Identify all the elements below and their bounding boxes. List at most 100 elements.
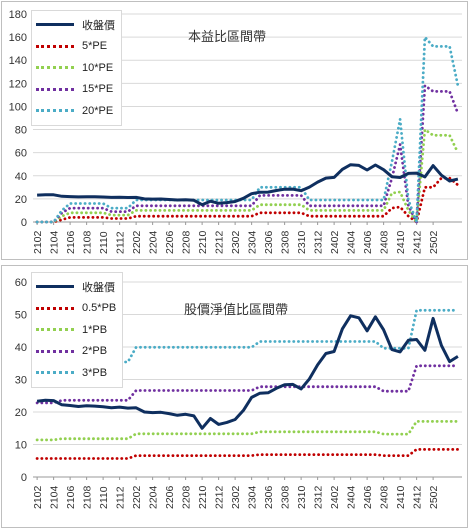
pe-x-tick-label: 2308 xyxy=(280,230,292,254)
pe-legend-swatch xyxy=(36,66,74,70)
pb-x-tick-label: 2108 xyxy=(82,485,94,509)
pe-legend-swatch xyxy=(36,44,74,48)
pe-chart-title: 本益比區間帶 xyxy=(188,29,267,44)
pb-x-tick-label: 2408 xyxy=(379,485,391,509)
pb-series-line-3 xyxy=(35,364,460,405)
pe-legend-entry: 15*PE xyxy=(36,79,115,101)
pb-y-tick-label: 50 xyxy=(15,310,27,322)
pe-legend-swatch xyxy=(36,109,74,113)
pe-legend-label: 10*PE xyxy=(82,61,114,74)
pe-x-tick-label: 2106 xyxy=(65,230,77,254)
pe-legend-label: 15*PE xyxy=(82,83,114,96)
pb-x-tick-label: 2202 xyxy=(131,485,143,509)
pb-legend-entry: 2*PB xyxy=(36,341,116,363)
pb-legend-swatch xyxy=(36,328,74,332)
pe-x-tick-label: 2312 xyxy=(313,230,325,254)
pb-x-tick-label: 2208 xyxy=(181,485,193,509)
pe-band-chart-panel: 0 20 40 60 80 100 120 140 160 180 2102 2104 2106 2108… xyxy=(1,1,468,260)
pe-x-tick-label: 2202 xyxy=(131,230,143,254)
pb-legend-swatch xyxy=(36,306,74,310)
pb-legend-swatch xyxy=(36,349,74,353)
pb-band-chart: 0 10 20 30 40 50 60 2102 2104 2106 2108 2110 2112 220… xyxy=(15,277,462,509)
pb-y-tick-label: 40 xyxy=(15,342,27,354)
pb-x-tick-label: 2204 xyxy=(148,485,160,509)
pb-x-tick-label: 2302 xyxy=(230,485,242,509)
pe-legend-entry: 5*PE xyxy=(36,36,115,58)
pe-series-line-1 xyxy=(35,176,460,224)
pb-legend-swatch xyxy=(36,371,74,375)
pe-x-tick-label: 2104 xyxy=(49,230,61,254)
pe-x-tick-label: 2112 xyxy=(115,231,127,254)
pe-y-tick-label: 100 xyxy=(9,101,27,113)
pb-x-tick-label: 2310 xyxy=(296,485,308,509)
pe-legend: 收盤價 5*PE 10*PE 15*PE 20*PE xyxy=(31,10,122,126)
pb-legend-entry: 收盤價 xyxy=(36,276,116,298)
pe-x-tick-label: 2108 xyxy=(82,230,94,254)
pb-x-tick-label: 2402 xyxy=(329,485,341,509)
pb-x-tick-label: 2308 xyxy=(280,485,292,509)
pb-legend-label: 1*PB xyxy=(82,323,108,336)
pb-legend-label: 收盤價 xyxy=(82,281,115,294)
pe-x-tick-label: 2306 xyxy=(263,230,275,254)
pe-y-tick-label: 0 xyxy=(21,217,27,229)
pe-y-tick-label: 40 xyxy=(15,171,27,183)
pe-y-tick-label: 180 xyxy=(9,9,27,21)
pe-x-tick-label: 2410 xyxy=(395,230,407,254)
pb-band-chart-panel: 0 10 20 30 40 50 60 2102 2104 2106 2108 2110 2112 220… xyxy=(1,265,468,528)
pe-x-tick-label: 2408 xyxy=(379,230,391,254)
pb-x-tick-label: 2410 xyxy=(395,485,407,509)
pe-y-tick-label: 140 xyxy=(9,55,27,67)
pb-x-tick-label: 2112 xyxy=(115,486,127,509)
pb-legend: 收盤價 0.5*PB 1*PB 2*PB 3*PB xyxy=(31,272,124,388)
pb-legend-entry: 1*PB xyxy=(36,319,116,341)
pb-x-tick-label: 2210 xyxy=(197,485,209,509)
pb-y-tick-label: 10 xyxy=(15,440,27,452)
pb-legend-entry: 0.5*PB xyxy=(36,298,116,320)
pb-y-tick-label: 20 xyxy=(15,407,27,419)
pb-series-line-2 xyxy=(35,419,460,442)
pb-legend-label: 3*PB xyxy=(82,366,108,379)
pb-x-tick-label: 2304 xyxy=(247,485,259,509)
pe-x-tick-label: 2208 xyxy=(181,230,193,254)
pb-x-tick-label: 2206 xyxy=(164,485,176,509)
pb-y-tick-label: 30 xyxy=(15,375,27,387)
pb-legend-entry: 3*PB xyxy=(36,362,116,384)
pe-x-tick-label: 2102 xyxy=(32,230,44,254)
pe-x-tick-label: 2304 xyxy=(247,230,259,254)
pb-y-tick-label: 0 xyxy=(21,472,27,484)
pb-series-line-0 xyxy=(36,314,459,430)
pe-legend-entry: 收盤價 xyxy=(36,14,115,36)
pe-legend-entry: 20*PE xyxy=(36,100,115,122)
pe-x-tick-label: 2402 xyxy=(329,230,341,254)
pe-x-tick-label: 2502 xyxy=(428,230,440,254)
pe-series-line-0 xyxy=(37,163,459,207)
pe-x-tick-label: 2212 xyxy=(214,230,226,254)
pb-x-tick-label: 2306 xyxy=(263,485,275,509)
pe-x-tick-label: 2110 xyxy=(98,231,110,254)
pe-x-tick-label: 2206 xyxy=(164,230,176,254)
pe-series-line-3 xyxy=(35,84,460,224)
pe-x-tick-label: 2302 xyxy=(230,230,242,254)
pb-x-tick-label: 2312 xyxy=(313,485,325,509)
pb-x-tick-label: 2502 xyxy=(428,485,440,509)
pe-legend-label: 20*PE xyxy=(82,104,114,117)
pe-legend-label: 收盤價 xyxy=(82,19,115,32)
pb-x-tick-label: 2102 xyxy=(32,485,44,509)
pb-x-tick-label: 2412 xyxy=(412,485,424,509)
pb-series-line-1 xyxy=(35,447,460,460)
pb-legend-label: 0.5*PB xyxy=(82,302,117,315)
pb-x-tick-label: 2406 xyxy=(362,485,374,509)
pe-x-tick-label: 2404 xyxy=(346,230,358,254)
pe-legend-entry: 10*PE xyxy=(36,57,115,79)
pb-y-tick-label: 60 xyxy=(15,277,27,289)
pb-x-tick-label: 2212 xyxy=(214,485,226,509)
pb-x-tick-label: 2404 xyxy=(346,485,358,509)
pe-x-tick-label: 2310 xyxy=(296,230,308,254)
pb-chart-title: 股價淨值比區間帶 xyxy=(184,302,289,317)
pe-x-tick-label: 2406 xyxy=(362,230,374,254)
pe-x-tick-label: 2204 xyxy=(148,230,160,254)
pb-x-tick-label: 2110 xyxy=(98,486,110,509)
pe-y-tick-label: 60 xyxy=(15,148,27,160)
pe-legend-label: 5*PE xyxy=(82,40,108,53)
pe-legend-swatch xyxy=(36,87,74,91)
